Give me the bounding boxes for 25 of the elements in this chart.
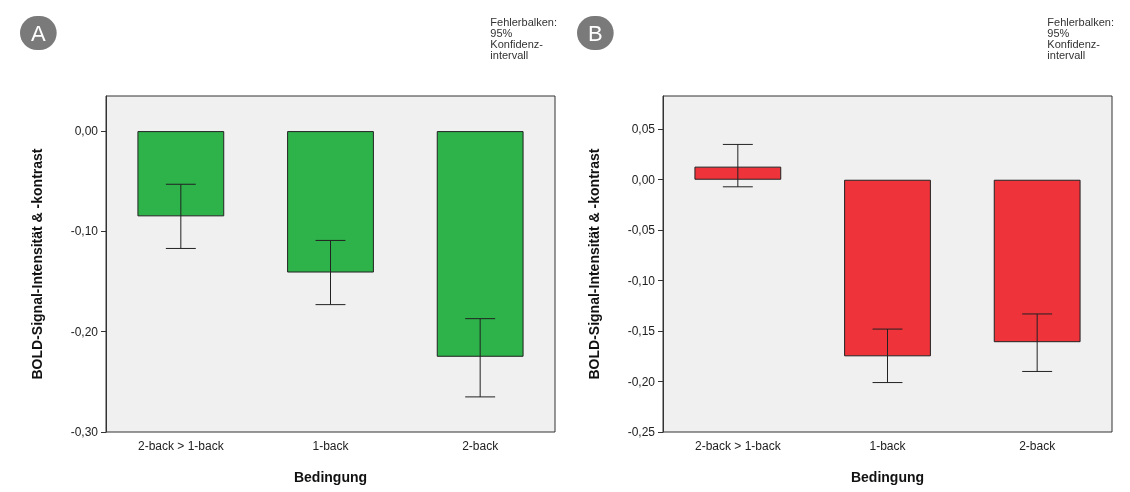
y-tick-label: -0,20 — [70, 324, 99, 339]
x-tick-label: 1-back — [869, 439, 907, 453]
y-tick-label: -0,10 — [627, 273, 656, 288]
y-tick-label: 0,00 — [631, 172, 656, 187]
y-axis-title: BOLD-Signal-Intensität & -kontrast — [29, 148, 45, 380]
text: Fehlerbalken: 95% Konfidenz- intervall — [490, 15, 558, 61]
y-tick-label: -0,30 — [70, 425, 99, 439]
y-tick-label: 0,05 — [631, 122, 656, 137]
text: A — [31, 20, 46, 46]
y-tick-label: -0,10 — [70, 224, 99, 239]
x-axis-title: Bedingung — [850, 469, 925, 485]
x-tick-label: 1-back — [312, 439, 350, 453]
y-tick-label: -0,05 — [627, 223, 656, 238]
x-tick-label: 2-back — [1019, 439, 1057, 453]
x-axis-title: Bedingung — [293, 469, 368, 485]
y-tick-label: -0,20 — [627, 374, 656, 389]
x-tick-label: 2-back — [462, 439, 500, 453]
y-tick-label: -0,25 — [627, 425, 656, 439]
text: B — [588, 20, 603, 46]
x-tick-label: 2-back > 1-back — [137, 439, 225, 453]
text: Fehlerbalken: 95% Konfidenz- intervall — [1047, 15, 1115, 61]
y-tick-label: -0,15 — [627, 324, 656, 339]
y-tick-label: 0,00 — [74, 124, 99, 139]
y-axis-title: BOLD-Signal-Intensität & -kontrast — [586, 148, 602, 380]
x-tick-label: 2-back > 1-back — [694, 439, 782, 453]
